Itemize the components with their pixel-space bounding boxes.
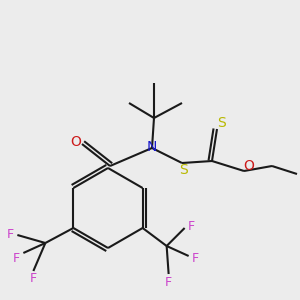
Text: F: F [165, 275, 172, 289]
Text: F: F [13, 251, 20, 265]
Text: S: S [218, 116, 226, 130]
Text: S: S [180, 163, 188, 177]
Text: N: N [147, 140, 157, 154]
Text: F: F [30, 272, 37, 286]
Text: F: F [7, 229, 14, 242]
Text: O: O [244, 159, 254, 173]
Text: O: O [70, 135, 81, 149]
Text: F: F [192, 251, 199, 265]
Text: F: F [188, 220, 195, 232]
